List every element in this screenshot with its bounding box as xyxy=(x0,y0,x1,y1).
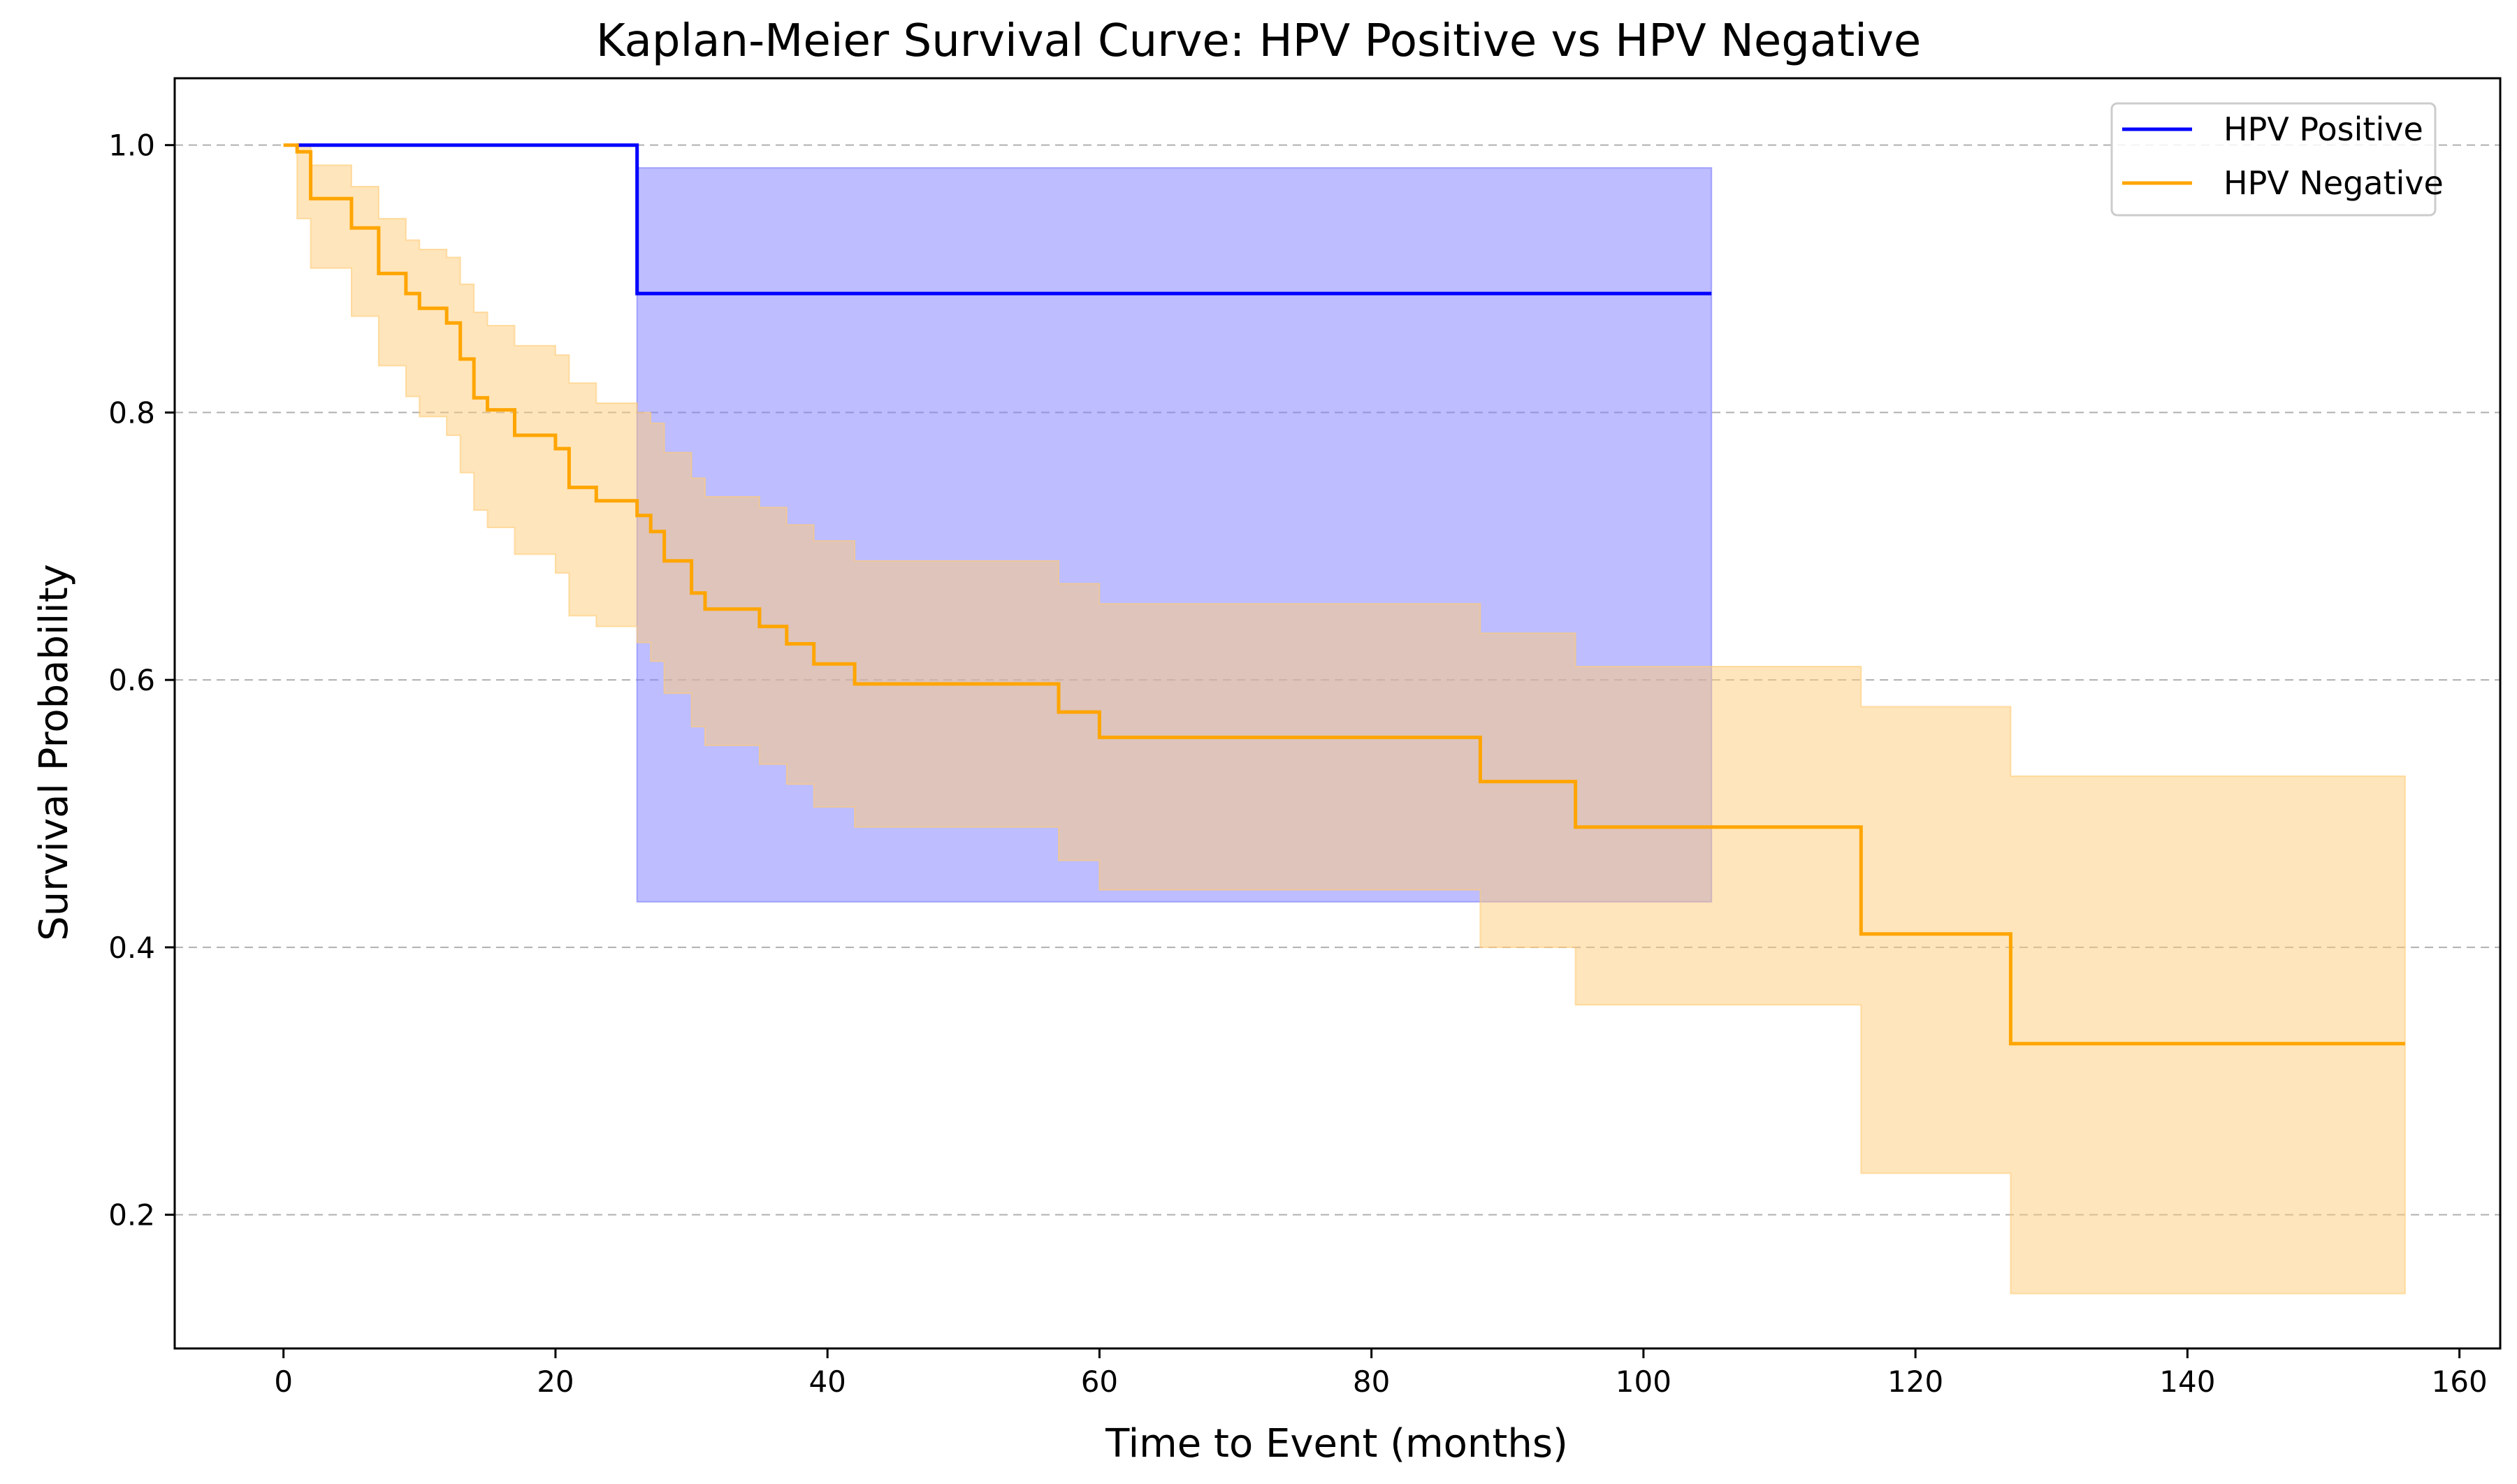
plot-frame xyxy=(173,77,2502,1350)
y-tick-label-2: 0.6 xyxy=(108,663,155,697)
legend: HPV Positive HPV Negative xyxy=(2110,102,2444,217)
y-tick-label-0: 0.2 xyxy=(108,1198,155,1232)
axis-ticks: 0 20 40 60 80 100 120 140 160 0.2 0.4 0.6 0.8 1.0 xyxy=(108,129,2487,1399)
legend-entry-hpv-negative: HPV Negative xyxy=(2122,164,2444,202)
x-tick-label-5: 100 xyxy=(1616,1365,1671,1399)
y-tick-label-3: 0.8 xyxy=(108,395,155,430)
x-tick-label-1: 20 xyxy=(537,1365,574,1399)
y-tick-label-1: 0.4 xyxy=(108,931,155,965)
y-axis-label: Survival Probability xyxy=(31,564,77,941)
x-tick-label-3: 60 xyxy=(1081,1365,1118,1399)
legend-box xyxy=(2110,102,2437,217)
x-tick-label-6: 120 xyxy=(1887,1365,1943,1399)
confidence-bands xyxy=(296,144,2406,1295)
x-tick-label-7: 140 xyxy=(2159,1365,2215,1399)
x-axis-label: Time to Event (months) xyxy=(1105,1421,1568,1467)
legend-label-hpv-positive: HPV Positive xyxy=(2224,110,2423,148)
x-tick-label-2: 40 xyxy=(808,1365,846,1399)
x-tick-label-0: 0 xyxy=(274,1365,293,1399)
chart-title: Kaplan-Meier Survival Curve: HPV Positiv… xyxy=(596,15,1921,67)
x-tick-label-8: 160 xyxy=(2432,1365,2488,1399)
legend-entry-hpv-positive: HPV Positive xyxy=(2122,110,2423,148)
series-line-hpv-negative xyxy=(283,143,2405,1046)
ci-band-hpv-negative xyxy=(296,144,2406,1295)
survival-lines xyxy=(283,143,2405,1046)
x-tick-label-4: 80 xyxy=(1353,1365,1390,1399)
legend-label-hpv-negative: HPV Negative xyxy=(2224,164,2444,202)
y-tick-label-4: 1.0 xyxy=(108,129,155,163)
series-line-hpv-positive xyxy=(297,143,1712,296)
